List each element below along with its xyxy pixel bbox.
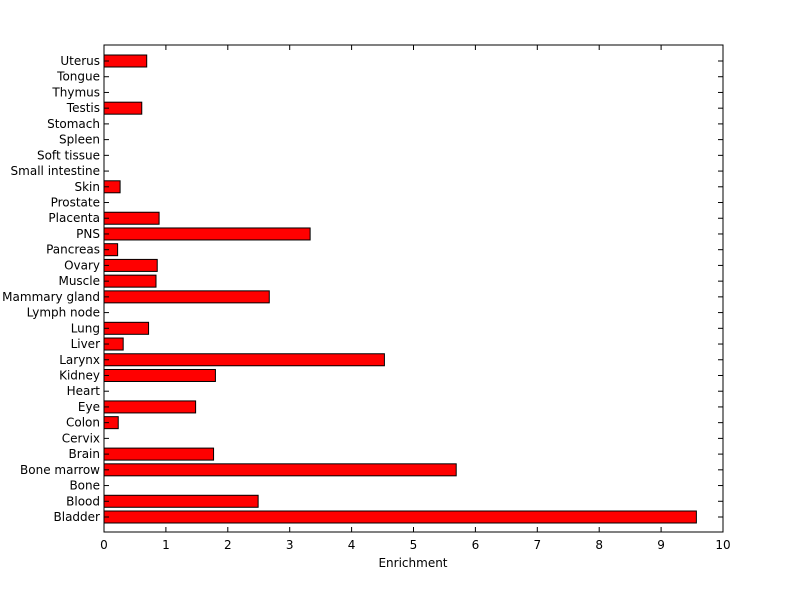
y-tick-label: Liver xyxy=(71,337,101,351)
y-tick-label: Larynx xyxy=(59,353,100,367)
x-tick-label: 7 xyxy=(533,538,541,552)
y-tick-label: Kidney xyxy=(59,368,100,382)
y-tick-label: Uterus xyxy=(60,54,100,68)
y-tick-label: Bone marrow xyxy=(20,463,100,477)
bar-mammary-gland xyxy=(103,290,270,304)
x-tick-label: 2 xyxy=(224,538,232,552)
bar-kidney xyxy=(103,368,216,382)
bar-placenta xyxy=(103,211,160,225)
x-tick-label: 1 xyxy=(162,538,170,552)
x-tick-label: 0 xyxy=(100,538,108,552)
y-tick-label: Blood xyxy=(66,494,100,508)
x-tick-label: 8 xyxy=(595,538,603,552)
y-tick-label: Brain xyxy=(69,447,100,461)
y-tick-label: Eye xyxy=(78,400,100,414)
y-tick-label: Bone xyxy=(69,479,100,493)
y-tick-label: Heart xyxy=(67,384,101,398)
bar-bladder xyxy=(103,510,697,524)
x-tick-label: 4 xyxy=(348,538,356,552)
y-tick-label: Stomach xyxy=(47,117,100,131)
ticks-layer xyxy=(103,45,724,532)
y-tick-label: Spleen xyxy=(59,133,100,147)
y-tick-label: PNS xyxy=(76,227,100,241)
bar-muscle xyxy=(103,274,157,288)
x-tick-label: 5 xyxy=(410,538,418,552)
y-tick-label: Cervix xyxy=(62,431,100,445)
bar-ovary xyxy=(103,258,158,272)
bar-larynx xyxy=(103,353,385,367)
y-tick-label: Soft tissue xyxy=(37,148,100,162)
x-tick-label: 9 xyxy=(657,538,665,552)
y-tick-label: Pancreas xyxy=(46,243,100,257)
x-tick-label: 10 xyxy=(715,538,730,552)
y-tick-label: Small intestine xyxy=(11,164,100,178)
y-tick-label: Bladder xyxy=(54,510,101,524)
bar-pns xyxy=(103,227,311,241)
bar-bone-marrow xyxy=(103,463,457,477)
y-tick-label: Placenta xyxy=(48,211,100,225)
y-tick-label: Prostate xyxy=(51,196,100,210)
x-tick-label: 3 xyxy=(286,538,294,552)
bar-brain xyxy=(103,447,215,461)
y-tick-label: Thymus xyxy=(51,85,100,99)
bar-eye xyxy=(103,400,197,414)
y-tick-label: Colon xyxy=(66,416,100,430)
y-tick-label: Mammary gland xyxy=(2,290,100,304)
bar-testis xyxy=(103,101,143,115)
y-tick-label: Testis xyxy=(66,101,100,115)
y-tick-label: Ovary xyxy=(64,258,100,272)
bars-layer xyxy=(103,54,697,524)
bar-uterus xyxy=(103,54,148,68)
y-tick-label: Lymph node xyxy=(27,306,100,320)
x-tick-label: 6 xyxy=(472,538,480,552)
x-axis-label: Enrichment xyxy=(378,556,447,570)
y-tick-label: Tongue xyxy=(56,70,100,84)
y-tick-label: Muscle xyxy=(58,274,100,288)
bar-blood xyxy=(103,494,259,508)
y-tick-label: Skin xyxy=(74,180,100,194)
y-tick-label: Lung xyxy=(71,321,100,335)
bar-lung xyxy=(103,321,150,335)
